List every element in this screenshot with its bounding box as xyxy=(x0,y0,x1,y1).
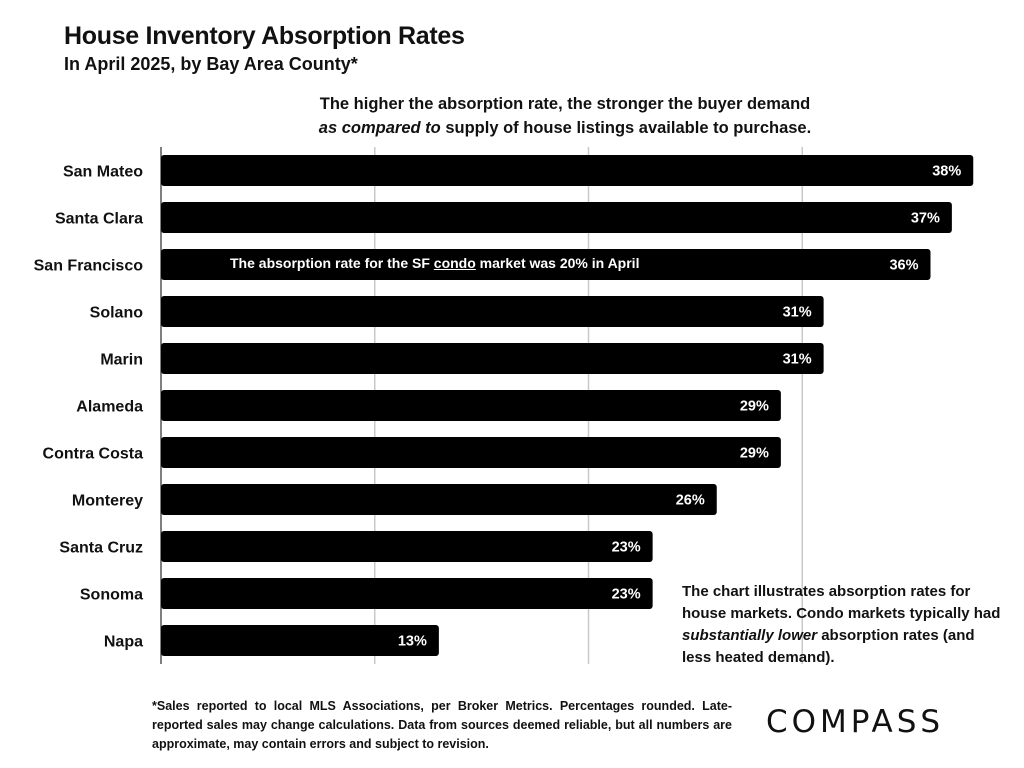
bars xyxy=(161,155,974,656)
category-label: San Francisco xyxy=(34,258,144,275)
bar-alameda xyxy=(161,390,781,421)
category-label: Santa Cruz xyxy=(59,540,143,557)
sf-annotation-post: market was 20% in April xyxy=(475,255,640,271)
value-label: 36% xyxy=(889,258,918,274)
category-label: Santa Clara xyxy=(55,211,143,228)
value-label: 31% xyxy=(783,352,812,368)
category-label: Sonoma xyxy=(80,587,143,604)
bar-monterey xyxy=(161,484,717,515)
header-note-line2: supply of house listings available to pu… xyxy=(440,119,812,137)
value-label: 29% xyxy=(740,446,769,462)
bar-napa xyxy=(161,625,439,656)
sf-annotation-underlined: condo xyxy=(433,255,476,271)
bar-sonoma xyxy=(161,578,653,609)
sf-annotation-pre: The absorption rate for the SF xyxy=(230,255,434,271)
header-note: The higher the absorption rate, the stro… xyxy=(250,92,880,140)
category-label: San Mateo xyxy=(63,164,143,181)
bar-santa-clara xyxy=(161,202,952,233)
value-label: 29% xyxy=(740,399,769,415)
value-label: 37% xyxy=(911,211,940,227)
value-label: 23% xyxy=(612,587,641,603)
bar-san-francisco xyxy=(161,249,931,280)
category-label: Monterey xyxy=(72,493,143,510)
header-note-line1: The higher the absorption rate, the stro… xyxy=(319,95,811,113)
compass-logo: COMPASS xyxy=(766,704,945,740)
side-note-post: absorption rates (and less heated demand… xyxy=(682,627,975,666)
chart-title: House Inventory Absorption Rates xyxy=(64,22,465,50)
footnote: *Sales reported to local MLS Association… xyxy=(152,699,732,751)
header-note-emphasis: as compared to xyxy=(318,119,441,137)
sf-condo-annotation: The absorption rate for the SF condo mar… xyxy=(230,255,639,271)
bar-contra-costa xyxy=(161,437,781,468)
bar-santa-cruz xyxy=(161,531,653,562)
value-label: 38% xyxy=(932,164,961,180)
category-label: Alameda xyxy=(76,399,143,416)
bar-marin xyxy=(161,343,824,374)
value-label: 31% xyxy=(783,305,812,321)
value-label: 23% xyxy=(612,540,641,556)
category-label: Marin xyxy=(100,352,143,369)
category-label: Napa xyxy=(104,634,143,651)
value-label: 13% xyxy=(398,634,427,650)
bar-solano xyxy=(161,296,824,327)
chart-subtitle: In April 2025, by Bay Area County* xyxy=(64,54,358,74)
category-label: Solano xyxy=(90,305,144,322)
labels: San Mateo 38% Santa Clara 37% San Francisco 3… xyxy=(34,164,962,651)
bar-san-mateo xyxy=(161,155,974,186)
value-label: 26% xyxy=(676,493,705,509)
side-note-pre: The chart illustrates absorption rates f… xyxy=(682,583,1001,622)
side-note-emphasis: substantially lower xyxy=(682,627,818,644)
category-label: Contra Costa xyxy=(43,446,144,463)
side-note: The chart illustrates absorption rates f… xyxy=(682,581,1002,669)
